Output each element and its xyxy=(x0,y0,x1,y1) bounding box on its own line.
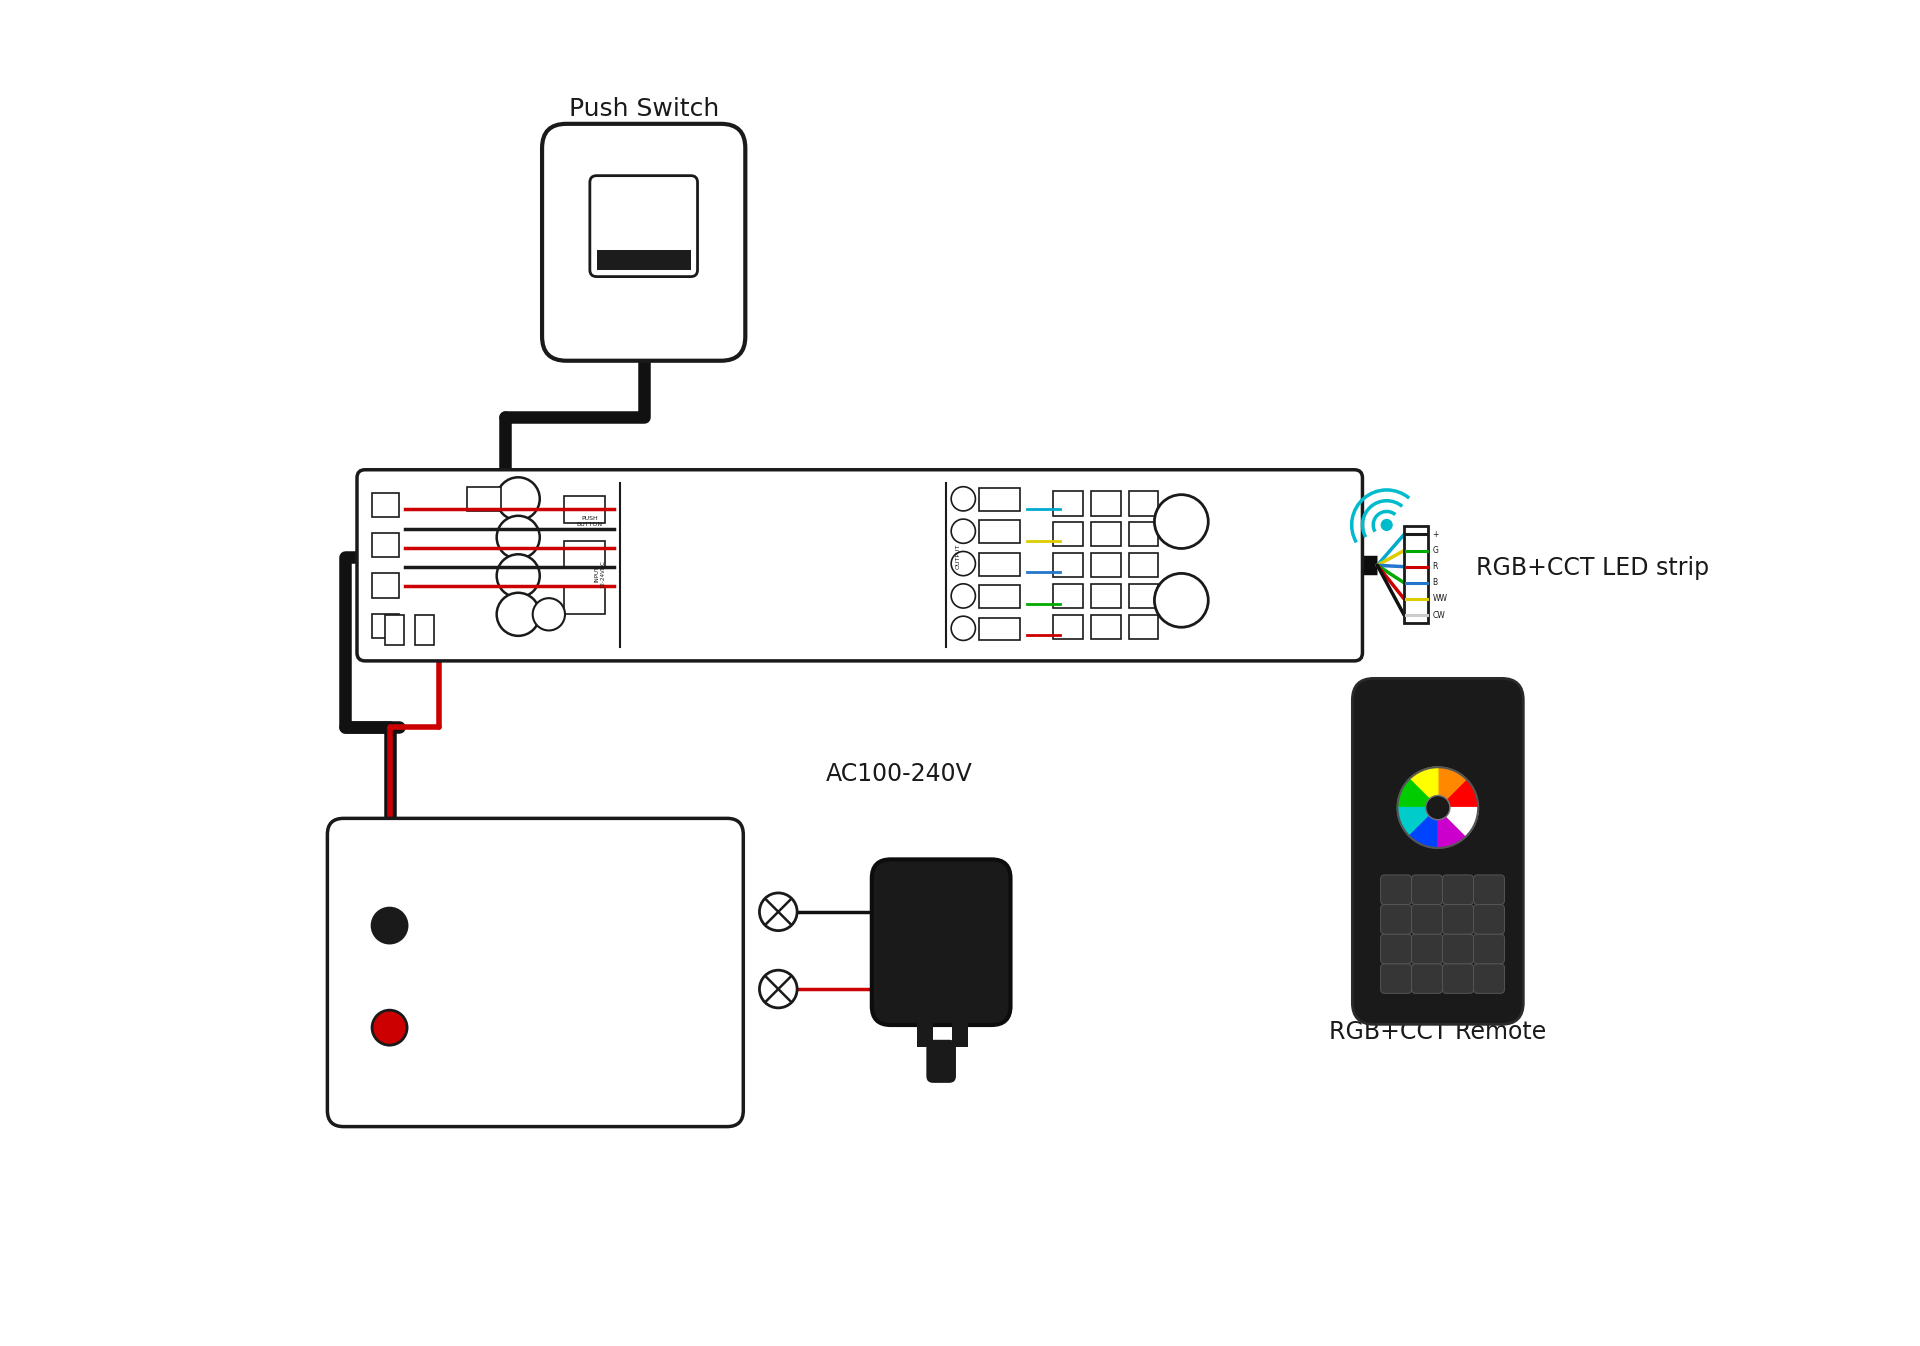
Circle shape xyxy=(950,616,975,641)
Circle shape xyxy=(497,516,540,559)
FancyBboxPatch shape xyxy=(357,470,1363,661)
FancyBboxPatch shape xyxy=(541,124,745,361)
Bar xyxy=(1129,584,1158,608)
FancyBboxPatch shape xyxy=(328,818,743,1127)
Text: PUSH
BUTTON: PUSH BUTTON xyxy=(576,516,603,528)
Circle shape xyxy=(372,909,407,944)
FancyBboxPatch shape xyxy=(1411,934,1442,964)
Bar xyxy=(372,573,399,598)
Circle shape xyxy=(372,1010,407,1044)
Bar xyxy=(1054,615,1083,639)
Text: G: G xyxy=(1432,546,1438,555)
Circle shape xyxy=(760,892,797,930)
Bar xyxy=(372,614,399,638)
Polygon shape xyxy=(1409,808,1438,848)
FancyBboxPatch shape xyxy=(589,176,697,277)
Bar xyxy=(979,489,1020,511)
Circle shape xyxy=(950,552,975,576)
FancyBboxPatch shape xyxy=(1411,875,1442,905)
Text: OUTPUT: OUTPUT xyxy=(956,544,960,569)
Circle shape xyxy=(1380,520,1392,530)
Circle shape xyxy=(497,478,540,521)
FancyBboxPatch shape xyxy=(1380,934,1411,964)
Bar xyxy=(1054,491,1083,516)
FancyBboxPatch shape xyxy=(1380,905,1411,934)
Bar xyxy=(415,615,434,645)
Bar xyxy=(1091,491,1121,516)
Text: B: B xyxy=(1432,579,1438,587)
FancyBboxPatch shape xyxy=(872,860,1010,1026)
Bar xyxy=(564,495,605,522)
FancyBboxPatch shape xyxy=(1442,934,1473,964)
Circle shape xyxy=(950,584,975,608)
Bar xyxy=(979,521,1020,544)
Circle shape xyxy=(950,520,975,544)
FancyBboxPatch shape xyxy=(1411,964,1442,993)
Bar xyxy=(372,493,399,517)
Bar xyxy=(1129,615,1158,639)
FancyBboxPatch shape xyxy=(925,1039,956,1082)
Bar xyxy=(597,250,691,271)
Polygon shape xyxy=(1409,767,1438,808)
Circle shape xyxy=(532,598,564,630)
FancyBboxPatch shape xyxy=(1473,875,1505,905)
Circle shape xyxy=(497,592,540,635)
Bar xyxy=(952,1004,968,1047)
Bar xyxy=(1129,522,1158,546)
Circle shape xyxy=(1154,573,1208,627)
Bar xyxy=(1091,615,1121,639)
Circle shape xyxy=(950,487,975,511)
Bar xyxy=(1091,584,1121,608)
Bar xyxy=(979,553,1020,576)
Text: AC100-240V: AC100-240V xyxy=(826,762,973,786)
Polygon shape xyxy=(1438,808,1478,836)
Circle shape xyxy=(760,970,797,1008)
Bar xyxy=(1404,526,1428,623)
Bar xyxy=(1054,553,1083,577)
Text: WW: WW xyxy=(1432,595,1448,603)
Circle shape xyxy=(497,555,540,598)
Bar xyxy=(1054,522,1083,546)
Bar xyxy=(467,487,501,511)
Text: R: R xyxy=(1432,563,1438,571)
Text: V5: V5 xyxy=(737,532,829,599)
Text: CW: CW xyxy=(1432,611,1446,619)
FancyBboxPatch shape xyxy=(1473,905,1505,934)
FancyBboxPatch shape xyxy=(1442,875,1473,905)
FancyBboxPatch shape xyxy=(1380,875,1411,905)
Bar xyxy=(564,587,605,614)
Text: +: + xyxy=(1432,530,1438,538)
FancyBboxPatch shape xyxy=(1473,964,1505,993)
FancyBboxPatch shape xyxy=(1442,905,1473,934)
Bar xyxy=(564,541,605,568)
Bar xyxy=(386,615,403,645)
Text: INPUT
12-24VDC: INPUT 12-24VDC xyxy=(595,560,605,588)
Bar xyxy=(1129,491,1158,516)
FancyBboxPatch shape xyxy=(1442,964,1473,993)
Text: Power Supply
12-24VDC
Constant Voltage: Power Supply 12-24VDC Constant Voltage xyxy=(459,921,674,1024)
Text: Push Switch: Push Switch xyxy=(568,97,718,121)
Text: RGB+CCT LED strip: RGB+CCT LED strip xyxy=(1475,556,1709,580)
Circle shape xyxy=(1154,494,1208,549)
FancyBboxPatch shape xyxy=(1411,905,1442,934)
FancyBboxPatch shape xyxy=(1352,678,1523,1024)
Bar xyxy=(979,586,1020,608)
Bar xyxy=(979,618,1020,641)
Bar xyxy=(1091,553,1121,577)
FancyBboxPatch shape xyxy=(1380,964,1411,993)
Bar xyxy=(918,1004,933,1047)
Bar xyxy=(372,533,399,557)
Polygon shape xyxy=(1438,808,1467,848)
Polygon shape xyxy=(1398,808,1438,836)
FancyBboxPatch shape xyxy=(1473,934,1505,964)
Polygon shape xyxy=(1438,767,1467,808)
Polygon shape xyxy=(1398,779,1438,808)
Polygon shape xyxy=(1438,779,1478,808)
Bar xyxy=(1091,522,1121,546)
Bar xyxy=(1054,584,1083,608)
Text: RGB+CCT Remote: RGB+CCT Remote xyxy=(1329,1020,1546,1044)
Bar xyxy=(1129,553,1158,577)
Circle shape xyxy=(1427,795,1450,820)
